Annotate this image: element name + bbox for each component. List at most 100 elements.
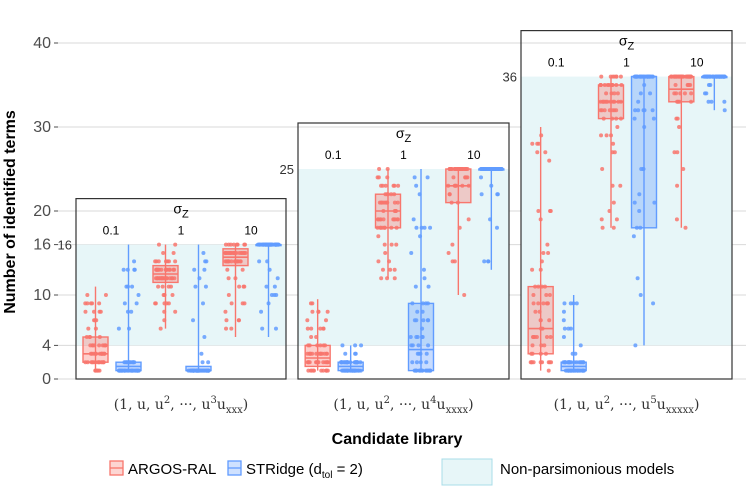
data-point <box>611 225 616 230</box>
data-point <box>674 217 679 222</box>
data-point <box>165 276 170 281</box>
data-point <box>378 217 383 222</box>
data-point <box>234 242 239 247</box>
data-point <box>479 175 484 180</box>
data-point <box>479 192 484 197</box>
data-point <box>125 267 130 272</box>
data-point <box>240 267 245 272</box>
data-point <box>599 74 604 79</box>
data-point <box>351 368 356 373</box>
data-point <box>531 301 536 306</box>
data-point <box>310 309 315 314</box>
data-point <box>563 360 568 365</box>
data-point <box>314 335 319 339</box>
data-point <box>201 301 206 306</box>
data-point <box>385 276 390 281</box>
data-point <box>159 276 164 281</box>
data-point <box>83 301 88 306</box>
data-point <box>578 360 583 365</box>
data-point <box>538 318 543 323</box>
data-point <box>677 125 682 129</box>
data-point <box>674 74 679 79</box>
data-point <box>274 293 279 297</box>
data-point <box>236 318 241 323</box>
library-part-5: xxxx <box>446 405 469 416</box>
data-point <box>414 183 419 188</box>
data-point <box>125 309 130 314</box>
sigma-subscript: Z <box>182 209 189 221</box>
data-point <box>638 225 643 230</box>
data-point <box>547 318 552 323</box>
data-point <box>419 225 424 230</box>
data-point <box>572 360 577 365</box>
data-point <box>637 209 642 213</box>
data-point <box>340 343 345 348</box>
data-point <box>103 343 108 348</box>
data-point <box>422 276 427 281</box>
y-tick-label-30: 30 <box>33 119 51 136</box>
legend-stridge-sub: tol <box>322 470 333 481</box>
data-point <box>672 150 677 155</box>
data-point <box>491 167 496 171</box>
data-point <box>608 74 613 79</box>
data-point <box>409 251 414 255</box>
data-point <box>598 83 603 87</box>
data-point <box>602 83 607 87</box>
data-point <box>651 116 656 121</box>
data-point <box>566 326 571 331</box>
noise-level-label: 10 <box>467 148 481 162</box>
box-argos-ral-0.1 <box>527 127 554 373</box>
data-point <box>561 335 566 339</box>
data-point <box>321 326 326 331</box>
data-point <box>601 116 606 121</box>
data-point <box>637 192 642 197</box>
data-point <box>94 368 99 373</box>
data-point <box>392 200 397 205</box>
data-point <box>494 225 499 230</box>
data-point <box>378 225 383 230</box>
box-stridge-10 <box>478 167 505 270</box>
data-point <box>636 108 641 113</box>
data-point <box>545 242 550 247</box>
data-point <box>418 368 423 373</box>
data-point <box>634 74 639 79</box>
data-point <box>166 259 171 264</box>
data-point <box>237 284 242 289</box>
data-point <box>641 167 646 171</box>
noise-level-label: 1 <box>623 56 630 70</box>
data-point <box>197 368 202 373</box>
data-point <box>171 251 176 255</box>
library-part-5: xxx <box>226 405 243 416</box>
data-point <box>129 360 134 365</box>
box-argos-ral-0.1 <box>304 299 331 373</box>
data-point <box>548 335 553 339</box>
data-point <box>614 108 619 113</box>
library-part-1: 2 <box>604 395 610 406</box>
data-point <box>273 326 278 331</box>
max-terms-label: 16 <box>58 238 72 253</box>
data-point <box>428 225 433 230</box>
noise-level-label: 1 <box>400 148 407 162</box>
data-point <box>383 183 388 188</box>
data-point <box>318 343 323 348</box>
data-point <box>536 284 541 289</box>
data-point <box>173 242 178 247</box>
data-point <box>534 335 539 339</box>
data-point <box>608 99 613 104</box>
data-point <box>162 309 167 314</box>
data-point <box>394 225 399 230</box>
noise-level-label: 0.1 <box>103 224 120 238</box>
data-point <box>618 183 623 188</box>
data-point <box>223 242 228 247</box>
data-point <box>308 368 313 373</box>
data-point <box>539 343 544 348</box>
data-point <box>541 301 546 306</box>
data-point <box>651 301 656 306</box>
data-point <box>173 259 178 264</box>
data-point <box>529 351 534 356</box>
data-point <box>424 351 429 356</box>
data-point <box>711 74 716 79</box>
data-point <box>465 175 470 180</box>
sigma-symbol: σ <box>396 125 405 141</box>
box <box>630 75 658 229</box>
